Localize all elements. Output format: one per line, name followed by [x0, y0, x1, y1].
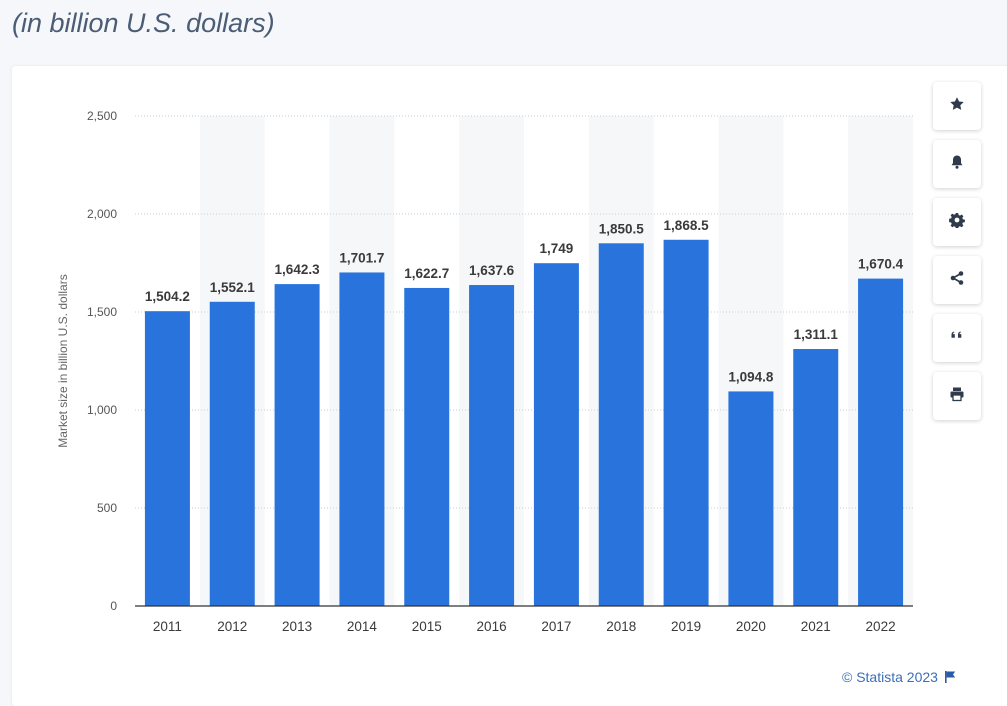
share-button[interactable]	[933, 256, 981, 304]
bar-value-label: 1,552.1	[210, 280, 256, 295]
bar	[339, 272, 385, 606]
bar	[793, 349, 839, 606]
flag-icon	[944, 671, 956, 683]
gear-icon	[949, 212, 965, 233]
print-icon	[949, 386, 965, 407]
x-tick-label: 2018	[606, 619, 636, 634]
y-axis-title: Market size in billion U.S. dollars	[56, 274, 70, 447]
star-icon	[949, 96, 965, 117]
x-tick-label: 2022	[866, 619, 896, 634]
bar-value-label: 1,749	[540, 241, 574, 256]
x-tick-label: 2017	[541, 619, 571, 634]
bar	[858, 278, 904, 606]
print-button[interactable]	[933, 372, 981, 420]
y-tick-label: 2,000	[87, 207, 117, 221]
bar-value-label: 1,642.3	[275, 262, 321, 277]
share-icon	[949, 270, 965, 291]
chart-subtitle: (in billion U.S. dollars)	[12, 8, 275, 38]
bar	[404, 287, 450, 606]
x-tick-label: 2011	[153, 619, 182, 634]
bar	[728, 391, 774, 606]
bar	[598, 243, 644, 606]
cite-button[interactable]	[933, 314, 981, 362]
y-tick-label: 1,500	[87, 305, 117, 319]
settings-button[interactable]	[933, 198, 981, 246]
bar-value-label: 1,504.2	[145, 289, 190, 304]
y-tick-label: 500	[97, 501, 117, 515]
x-tick-label: 2021	[801, 619, 831, 634]
x-tick-label: 2016	[477, 619, 507, 634]
quote-icon	[949, 328, 965, 349]
notification-button[interactable]	[933, 140, 981, 188]
bell-icon	[949, 154, 965, 175]
y-tick-label: 1,000	[87, 403, 117, 417]
bar	[144, 311, 190, 606]
bar	[469, 285, 515, 606]
bar	[663, 239, 709, 607]
bar-value-label: 1,868.5	[664, 218, 710, 233]
x-tick-label: 2012	[217, 619, 247, 634]
bar-value-label: 1,622.7	[404, 266, 449, 281]
bar	[533, 263, 579, 606]
bar-value-label: 1,701.7	[339, 250, 384, 265]
y-tick-label: 2,500	[87, 109, 117, 123]
bar-value-label: 1,311.1	[794, 327, 839, 342]
x-tick-label: 2013	[282, 619, 312, 634]
x-tick-label: 2014	[347, 619, 378, 634]
bar	[209, 301, 255, 606]
favorite-button[interactable]	[933, 82, 981, 130]
statista-credit[interactable]: © Statista 2023	[842, 669, 956, 685]
credit-text: © Statista 2023	[842, 669, 938, 685]
x-tick-label: 2015	[412, 619, 442, 634]
x-tick-label: 2020	[736, 619, 766, 634]
bar	[274, 284, 320, 606]
bar-chart: 0 500 1,000 1,500 2,000 2,500 Market size in b…	[56, 109, 913, 634]
y-tick-label: 0	[110, 599, 117, 613]
bar-value-label: 1,670.4	[858, 257, 904, 272]
bar-value-label: 1,850.5	[599, 221, 645, 236]
bar-value-label: 1,637.6	[469, 263, 515, 278]
x-tick-label: 2019	[671, 619, 701, 634]
chart-toolbar	[933, 82, 981, 430]
bar-value-label: 1,094.8	[728, 369, 774, 384]
